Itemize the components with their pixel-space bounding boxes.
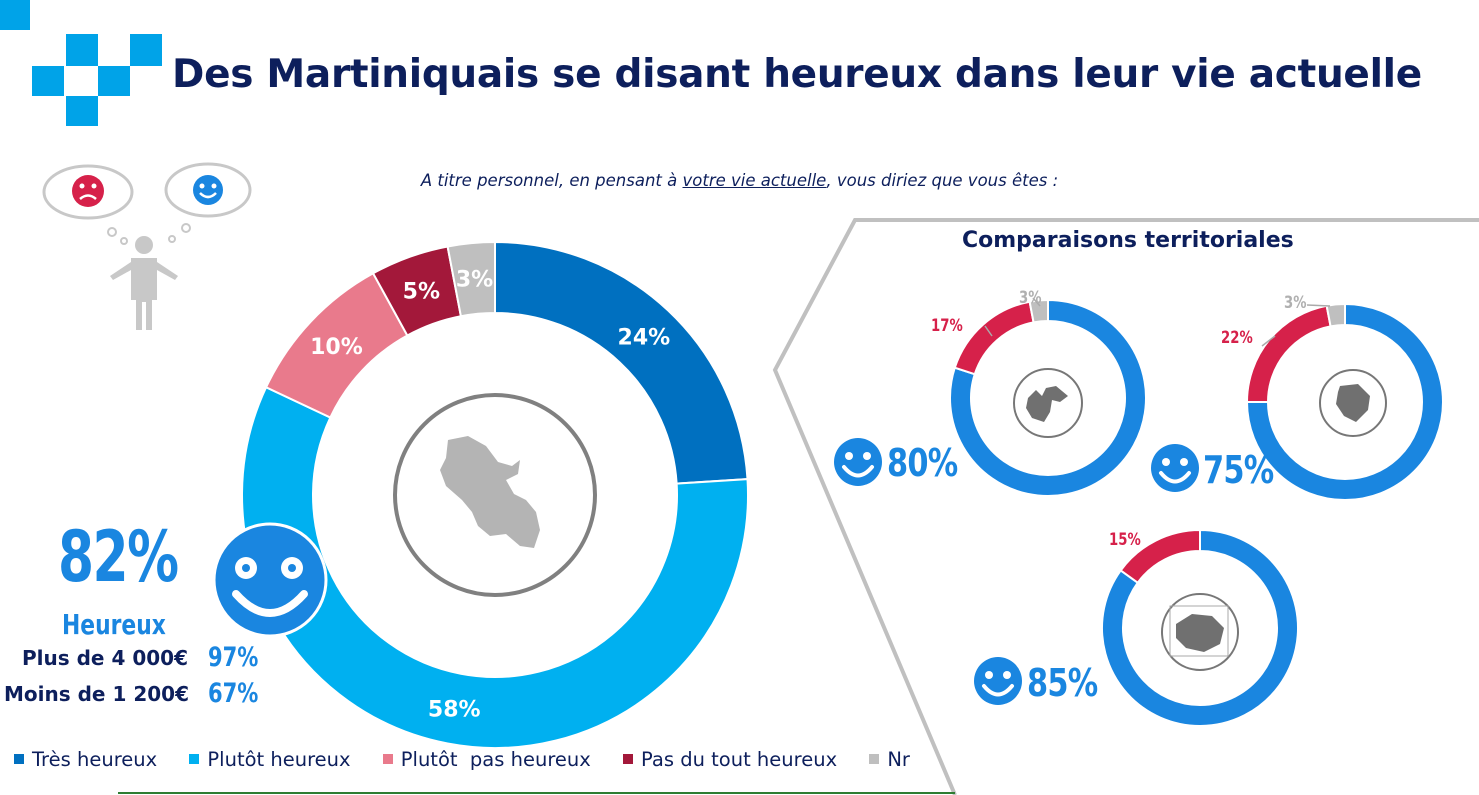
map-frame-circle bbox=[1319, 369, 1387, 437]
donut-slice-label: 10% bbox=[310, 335, 363, 360]
legend-swatch bbox=[14, 753, 24, 764]
map-frame-circle bbox=[1161, 593, 1239, 671]
donut-slice bbox=[446, 240, 496, 318]
smiley-icon bbox=[212, 522, 328, 638]
donut-slice-label: 24% bbox=[618, 325, 671, 350]
survey-question: A titre personnel, en pensant à votre vi… bbox=[0, 171, 1479, 190]
smiley-icon bbox=[974, 657, 1022, 705]
legend-item: Très heureux bbox=[14, 748, 157, 771]
legend-swatch bbox=[623, 753, 634, 764]
happy-face-cloud-icon bbox=[164, 162, 252, 218]
logo-squares bbox=[0, 0, 162, 126]
leader-line bbox=[1032, 297, 1041, 307]
map-frame-box bbox=[1169, 605, 1229, 657]
territory-unhappy-percent: 22% bbox=[1221, 328, 1253, 348]
territory-unhappy-percent: 15% bbox=[1109, 530, 1141, 550]
territory-happy-percent: 75% bbox=[1203, 448, 1274, 492]
question-text-underlined: votre vie actuelle bbox=[682, 171, 827, 190]
leader-line bbox=[1306, 304, 1331, 307]
sad-face-cloud-icon bbox=[42, 164, 134, 220]
donut-slice bbox=[953, 300, 1035, 376]
donut-slice bbox=[1245, 302, 1444, 501]
comparison-frame bbox=[772, 218, 1479, 795]
legend-label: Plutôt pas heureux bbox=[400, 748, 591, 771]
happy-total-label: Heureux bbox=[62, 608, 166, 641]
legend-item: Nr bbox=[869, 748, 910, 771]
legend-label: Pas du tout heureux bbox=[641, 748, 838, 771]
legend-label: Nr bbox=[887, 748, 910, 771]
donut-slice bbox=[494, 240, 749, 485]
territory-happy-percent: 85% bbox=[1027, 661, 1098, 705]
donut-slice bbox=[1245, 304, 1332, 403]
legend-swatch bbox=[189, 753, 200, 764]
main-donut-chart: 24% 58% 10% 5% 3% bbox=[241, 240, 749, 749]
guadeloupe-map-icon bbox=[1026, 386, 1068, 422]
donut-slice bbox=[1325, 302, 1346, 328]
map-frame-circle bbox=[1013, 368, 1083, 438]
legend-swatch bbox=[382, 753, 393, 764]
question-text-after: , vous diriez que vous êtes : bbox=[826, 171, 1059, 190]
territory-happy-percent: 80% bbox=[887, 441, 958, 485]
legend-label: Très heureux bbox=[32, 748, 158, 771]
legend-label: Plutôt heureux bbox=[207, 748, 351, 771]
chart-legend: Très heureux Plutôt heureux Plutôt pas h… bbox=[14, 748, 936, 771]
donut-slice-label: 3% bbox=[456, 267, 493, 292]
legend-item: Plutôt heureux bbox=[189, 748, 351, 771]
territory-donuts bbox=[949, 297, 1444, 727]
donut-slice bbox=[1101, 528, 1299, 727]
donut-slice bbox=[1119, 528, 1201, 585]
donut-slice bbox=[949, 298, 1147, 497]
leader-line bbox=[984, 325, 993, 337]
question-text-before: A titre personnel, en pensant à bbox=[420, 171, 683, 190]
territory-unhappy-percent: 17% bbox=[931, 316, 963, 336]
donut-slice bbox=[241, 385, 749, 749]
comparison-title: Comparaisons territoriales bbox=[962, 228, 1294, 253]
income-label-high: Plus de 4 000€ bbox=[22, 646, 189, 670]
map-frame-circle bbox=[393, 393, 597, 597]
legend-item: Pas du tout heureux bbox=[623, 748, 837, 771]
legend-item: Plutôt pas heureux bbox=[382, 748, 591, 771]
leader-line bbox=[1261, 335, 1276, 347]
donut-slice-label: 5% bbox=[403, 279, 440, 304]
territory-nr-percent: 3% bbox=[1019, 288, 1042, 308]
income-value-high: 97% bbox=[208, 642, 259, 673]
page-title: Des Martiniquais se disant heureux dans … bbox=[172, 52, 1422, 97]
person-icon bbox=[110, 236, 178, 330]
territory-nr-percent: 3% bbox=[1284, 293, 1307, 313]
smiley-icon bbox=[1151, 444, 1199, 492]
guyane-map-icon bbox=[1336, 384, 1370, 422]
smiley-icon bbox=[834, 438, 882, 486]
donut-slice-label: 58% bbox=[428, 698, 481, 723]
reunion-map-icon bbox=[1176, 614, 1224, 652]
legend-swatch bbox=[869, 753, 880, 764]
happy-total-percent: 82% bbox=[58, 516, 179, 598]
income-label-low: Moins de 1 200€ bbox=[4, 682, 189, 706]
income-value-low: 67% bbox=[208, 678, 259, 709]
martinique-map-icon bbox=[440, 436, 540, 548]
